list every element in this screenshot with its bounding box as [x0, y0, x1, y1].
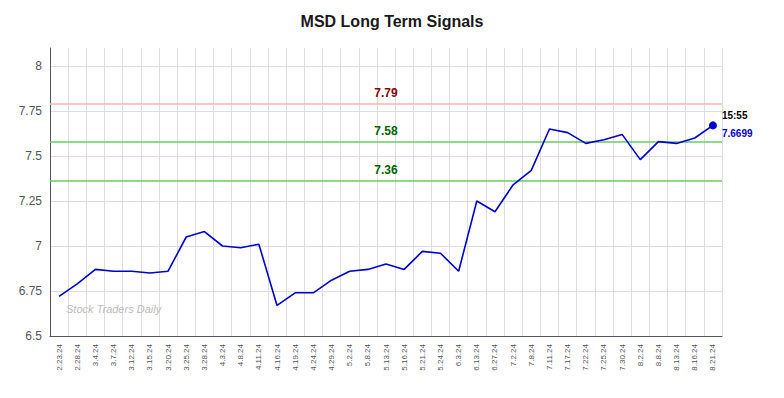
svg-text:7.25.24: 7.25.24 [599, 343, 608, 370]
svg-text:7: 7 [35, 239, 42, 253]
svg-text:8: 8 [35, 59, 42, 73]
svg-text:7.25: 7.25 [19, 194, 43, 208]
svg-text:8.2.24: 8.2.24 [636, 343, 645, 366]
svg-text:3.7.24: 3.7.24 [109, 343, 118, 366]
svg-text:7.79: 7.79 [374, 86, 398, 100]
svg-text:7.30.24: 7.30.24 [618, 343, 627, 370]
svg-text:5.16.24: 5.16.24 [400, 343, 409, 370]
svg-text:5.21.24: 5.21.24 [418, 343, 427, 370]
svg-text:4.3.24: 4.3.24 [218, 343, 227, 366]
svg-text:8.16.24: 8.16.24 [690, 343, 699, 370]
svg-text:3.4.24: 3.4.24 [91, 343, 100, 366]
svg-text:6.27.24: 6.27.24 [490, 343, 499, 370]
svg-text:2.28.24: 2.28.24 [73, 343, 82, 370]
svg-text:MSD Long Term Signals: MSD Long Term Signals [301, 13, 484, 30]
svg-text:2.23.24: 2.23.24 [55, 343, 64, 370]
svg-text:3.12.24: 3.12.24 [127, 343, 136, 370]
svg-text:4.29.24: 4.29.24 [327, 343, 336, 370]
svg-text:7.17.24: 7.17.24 [563, 343, 572, 370]
svg-text:3.28.24: 3.28.24 [200, 343, 209, 370]
svg-text:8.21.24: 8.21.24 [708, 343, 717, 370]
svg-text:7.75: 7.75 [19, 104, 43, 118]
svg-text:8.8.24: 8.8.24 [654, 343, 663, 366]
svg-text:3.20.24: 3.20.24 [164, 343, 173, 370]
svg-text:7.58: 7.58 [374, 124, 398, 138]
svg-text:Stock Traders Daily: Stock Traders Daily [66, 303, 163, 315]
svg-text:7.8.24: 7.8.24 [527, 343, 536, 366]
svg-text:3.25.24: 3.25.24 [182, 343, 191, 370]
svg-text:4.19.24: 4.19.24 [291, 343, 300, 370]
svg-text:15:55: 15:55 [722, 110, 748, 121]
svg-text:7.36: 7.36 [374, 163, 398, 177]
svg-text:6.5: 6.5 [25, 329, 42, 343]
svg-text:7.11.24: 7.11.24 [545, 343, 554, 370]
svg-text:5.2.24: 5.2.24 [345, 343, 354, 366]
svg-text:4.8.24: 4.8.24 [236, 343, 245, 366]
svg-text:7.6699: 7.6699 [722, 128, 753, 139]
svg-text:7.2.24: 7.2.24 [509, 343, 518, 366]
svg-text:8.13.24: 8.13.24 [672, 343, 681, 370]
svg-text:5.8.24: 5.8.24 [363, 343, 372, 366]
svg-text:3.15.24: 3.15.24 [145, 343, 154, 370]
svg-text:7.22.24: 7.22.24 [581, 343, 590, 370]
svg-text:4.16.24: 4.16.24 [273, 343, 282, 370]
svg-text:6.13.24: 6.13.24 [472, 343, 481, 370]
svg-text:4.24.24: 4.24.24 [309, 343, 318, 370]
svg-text:6.75: 6.75 [19, 284, 43, 298]
svg-text:5.13.24: 5.13.24 [382, 343, 391, 370]
svg-text:6.3.24: 6.3.24 [454, 343, 463, 366]
svg-text:7.5: 7.5 [25, 149, 42, 163]
svg-text:4.11.24: 4.11.24 [254, 343, 263, 370]
svg-text:5.24.24: 5.24.24 [436, 343, 445, 370]
